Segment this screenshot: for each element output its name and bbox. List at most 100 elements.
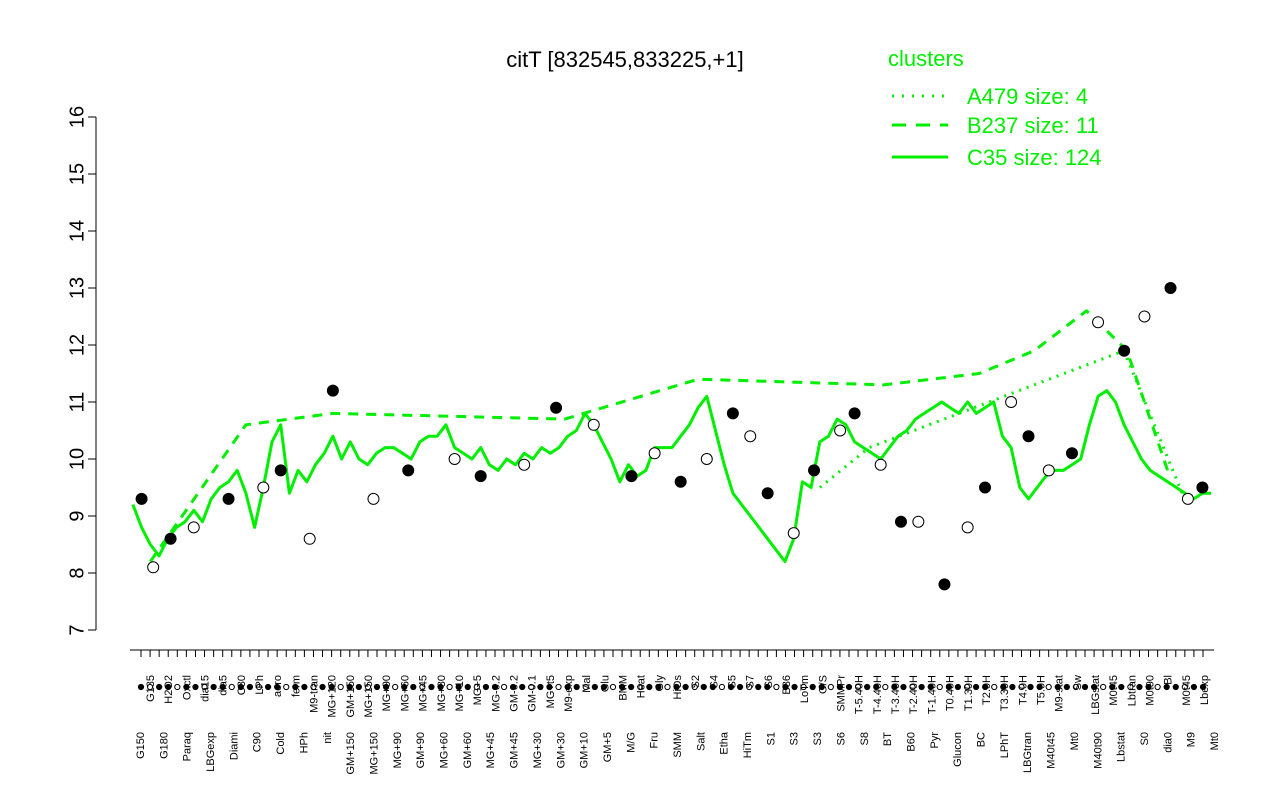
x-rug-point (982, 683, 989, 691)
series-line-dotted (818, 349, 1184, 494)
x-rug-point (873, 683, 880, 691)
x-rug-point (473, 683, 480, 691)
x-tick-label: Oxctl (181, 675, 193, 700)
x-rug-point (156, 683, 163, 691)
x-tick-label: T1.30H (963, 675, 975, 711)
x-rug-point (1100, 683, 1107, 691)
chart-title: citT [832545,833225,+1] (506, 47, 744, 72)
x-rug-point (1000, 683, 1007, 691)
x-rug-point (310, 683, 317, 691)
x-rug-point (519, 683, 526, 691)
x-tick-label: GM+150 (345, 732, 357, 775)
x-rug-point (782, 683, 789, 691)
y-tick-label: 8 (66, 567, 88, 578)
data-point (135, 492, 148, 505)
x-tick-label: GM+60 (462, 732, 474, 768)
x-rug-point (1127, 683, 1134, 691)
data-point (912, 515, 925, 528)
x-tick-label: Salt (695, 732, 707, 751)
data-point (550, 401, 563, 414)
x-tick-label: LBGtran (1022, 732, 1034, 773)
x-tick-label: G180 (158, 732, 170, 759)
series-layer (131, 309, 1212, 564)
x-rug-point (591, 683, 598, 691)
x-rug-point (1163, 683, 1170, 691)
x-rug-point (818, 683, 825, 691)
x-tick-label: MG+60 (439, 732, 451, 768)
data-point (187, 521, 200, 534)
data-point (303, 532, 316, 545)
x-rug-point (255, 683, 263, 691)
data-point (1022, 430, 1035, 443)
x-tick-label: M40t90 (1092, 732, 1104, 769)
x-tick-label: S3 (789, 732, 801, 745)
x-tick-label: MG+45 (485, 732, 497, 768)
x-rug-point (628, 683, 635, 691)
data-point (979, 481, 992, 494)
x-rug-point (419, 683, 426, 691)
x-tick-label: T5.0H (1035, 675, 1047, 705)
x-rug-point (510, 683, 517, 691)
x-rug-point (646, 683, 653, 691)
legend-label: A479 size: 4 (967, 84, 1088, 109)
x-rug-point (845, 683, 853, 691)
x-tick-label: M/G (625, 732, 637, 753)
x-rug-point (637, 683, 644, 691)
x-tick-label: LPhT (999, 732, 1011, 759)
x-tick-label: M9-tran (309, 675, 321, 713)
x-tick-label: Mt0 (1069, 732, 1081, 750)
x-tick-label: GM+10 (579, 732, 591, 768)
x-tick-label: BMM (617, 675, 629, 701)
data-point (402, 464, 415, 477)
x-tick-label: S1 (765, 732, 777, 745)
x-rug-point (691, 683, 698, 691)
y-tick-label: 7 (66, 624, 88, 635)
x-rug-point (1199, 683, 1207, 691)
x-tick-label: Gly (654, 675, 666, 692)
x-tick-label: HPh (298, 732, 310, 753)
x-rug-point (328, 683, 335, 691)
x-rug-point (854, 683, 862, 691)
data-point (587, 418, 600, 431)
x-rug-point (319, 683, 326, 691)
x-rug-point (727, 683, 735, 691)
data-point (1005, 396, 1018, 408)
data-point (874, 458, 887, 471)
x-tick-label: G135 (145, 675, 157, 702)
x-rug-point (773, 683, 780, 691)
x-rug-point (1054, 683, 1061, 691)
x-rug-point (528, 683, 535, 691)
x-tick-label: Heat (636, 675, 648, 698)
x-rug-point (891, 683, 898, 691)
x-rug-point (800, 683, 807, 691)
data-point (648, 447, 661, 460)
x-rug-point (1109, 683, 1116, 691)
y-tick-label: 14 (66, 220, 88, 242)
x-rug-point (564, 683, 571, 691)
x-tick-label: S4 (708, 675, 720, 688)
x-tick-label: MG+150 (363, 675, 375, 718)
x-tick-label: B36 (781, 675, 793, 695)
x-rug-point (600, 683, 608, 691)
x-tick-label: GM-0.2 (508, 675, 520, 712)
x-rug-point (373, 683, 381, 691)
y-tick-label: 16 (66, 106, 88, 128)
x-rug-point (582, 683, 589, 691)
x-rug-point (192, 683, 199, 691)
x-tick-label: M0t45 (1181, 675, 1193, 706)
x-tick-label: C90 (252, 732, 264, 752)
x-tick-label: B60 (905, 732, 917, 752)
x-tick-label: GM+45 (509, 732, 521, 768)
y-tick-label: 9 (66, 510, 88, 521)
x-rug-point (228, 683, 235, 691)
x-rug-point (827, 683, 834, 691)
data-point (674, 475, 687, 488)
x-tick-label: M9-exp (563, 675, 575, 712)
y-tick-label: 10 (66, 448, 88, 470)
data-point (1164, 282, 1177, 294)
x-tick-label: S3 (812, 732, 824, 745)
x-tick-label: C30 (236, 675, 248, 695)
x-tick-label: M40t45 (1046, 732, 1058, 769)
x-tick-label: GM+5 (602, 732, 614, 762)
x-rug-point (764, 683, 771, 691)
